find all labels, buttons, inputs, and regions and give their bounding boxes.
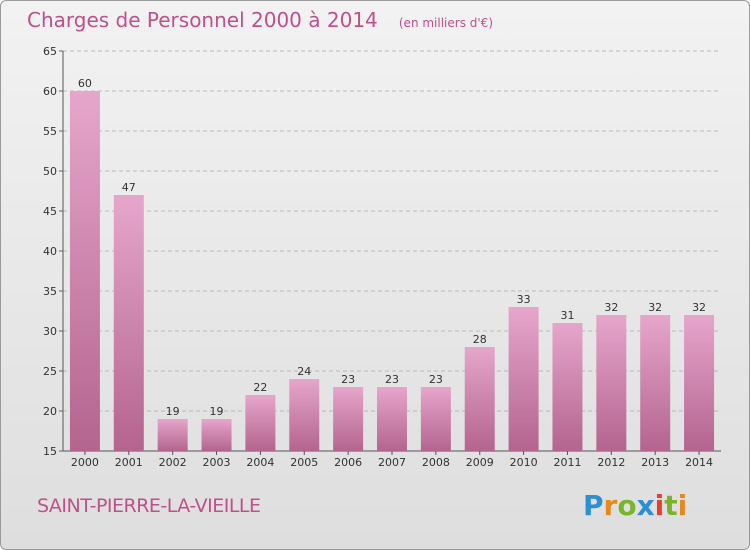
bar	[333, 387, 364, 451]
y-tick-label: 50	[43, 165, 57, 178]
data-label: 32	[692, 301, 706, 314]
bar	[552, 323, 583, 451]
bar	[377, 387, 407, 451]
data-label: 32	[648, 301, 662, 314]
bar	[69, 91, 100, 451]
logo-letter: r	[603, 489, 618, 522]
bar	[113, 195, 144, 451]
bar	[596, 315, 627, 451]
logo-letter: i	[654, 489, 665, 522]
title-row: Charges de Personnel 2000 à 2014 (en mil…	[27, 8, 493, 32]
y-tick-label: 55	[43, 125, 57, 138]
bar	[157, 419, 188, 451]
bar	[464, 347, 495, 451]
bar	[508, 307, 539, 451]
y-tick-label: 35	[43, 285, 57, 298]
y-tick-label: 20	[43, 405, 57, 418]
x-tick-label: 2011	[553, 456, 581, 469]
data-label: 32	[604, 301, 618, 314]
data-label: 60	[78, 77, 92, 90]
x-tick-label: 2013	[641, 456, 669, 469]
data-label: 19	[166, 405, 180, 418]
bar	[289, 379, 320, 451]
data-label: 31	[560, 309, 574, 322]
data-label: 47	[122, 181, 136, 194]
logo-letter: x	[636, 489, 655, 522]
data-label: 23	[341, 373, 355, 386]
y-tick-label: 25	[43, 365, 57, 378]
bar	[640, 315, 671, 451]
proxiti-logo: Proxiti	[583, 489, 687, 522]
y-tick-label: 65	[43, 45, 57, 58]
logo-letter: t	[664, 489, 678, 522]
y-tick-label: 45	[43, 205, 57, 218]
y-tick-label: 40	[43, 245, 57, 258]
x-tick-label: 2000	[71, 456, 99, 469]
logo-letter: P	[583, 489, 604, 522]
y-tick-label: 15	[43, 445, 57, 458]
chart-subtitle: (en milliers d'€)	[398, 16, 493, 30]
data-label: 22	[253, 381, 267, 394]
bar	[684, 315, 715, 451]
x-tick-label: 2012	[597, 456, 625, 469]
x-tick-label: 2007	[378, 456, 406, 469]
x-tick-label: 2004	[246, 456, 274, 469]
data-label: 23	[385, 373, 399, 386]
x-tick-label: 2014	[685, 456, 713, 469]
x-tick-label: 2010	[510, 456, 538, 469]
data-label: 28	[473, 333, 487, 346]
data-label: 24	[297, 365, 311, 378]
x-tick-label: 2003	[203, 456, 231, 469]
y-tick-label: 60	[43, 85, 57, 98]
bar	[420, 387, 451, 451]
commune-name: SAINT-PIERRE-LA-VIEILLE	[37, 495, 261, 517]
data-label: 33	[517, 293, 531, 306]
data-label: 23	[429, 373, 443, 386]
x-tick-label: 2005	[290, 456, 318, 469]
x-tick-label: 2009	[466, 456, 494, 469]
x-tick-label: 2001	[115, 456, 143, 469]
x-tick-label: 2008	[422, 456, 450, 469]
y-tick-label: 30	[43, 325, 57, 338]
x-tick-label: 2006	[334, 456, 362, 469]
data-label: 19	[210, 405, 224, 418]
bar	[201, 419, 232, 451]
logo-letter: i	[677, 489, 688, 522]
x-tick-label: 2002	[159, 456, 187, 469]
logo-letter: o	[617, 489, 637, 522]
bar	[245, 395, 276, 451]
chart-title: Charges de Personnel 2000 à 2014	[27, 8, 378, 32]
